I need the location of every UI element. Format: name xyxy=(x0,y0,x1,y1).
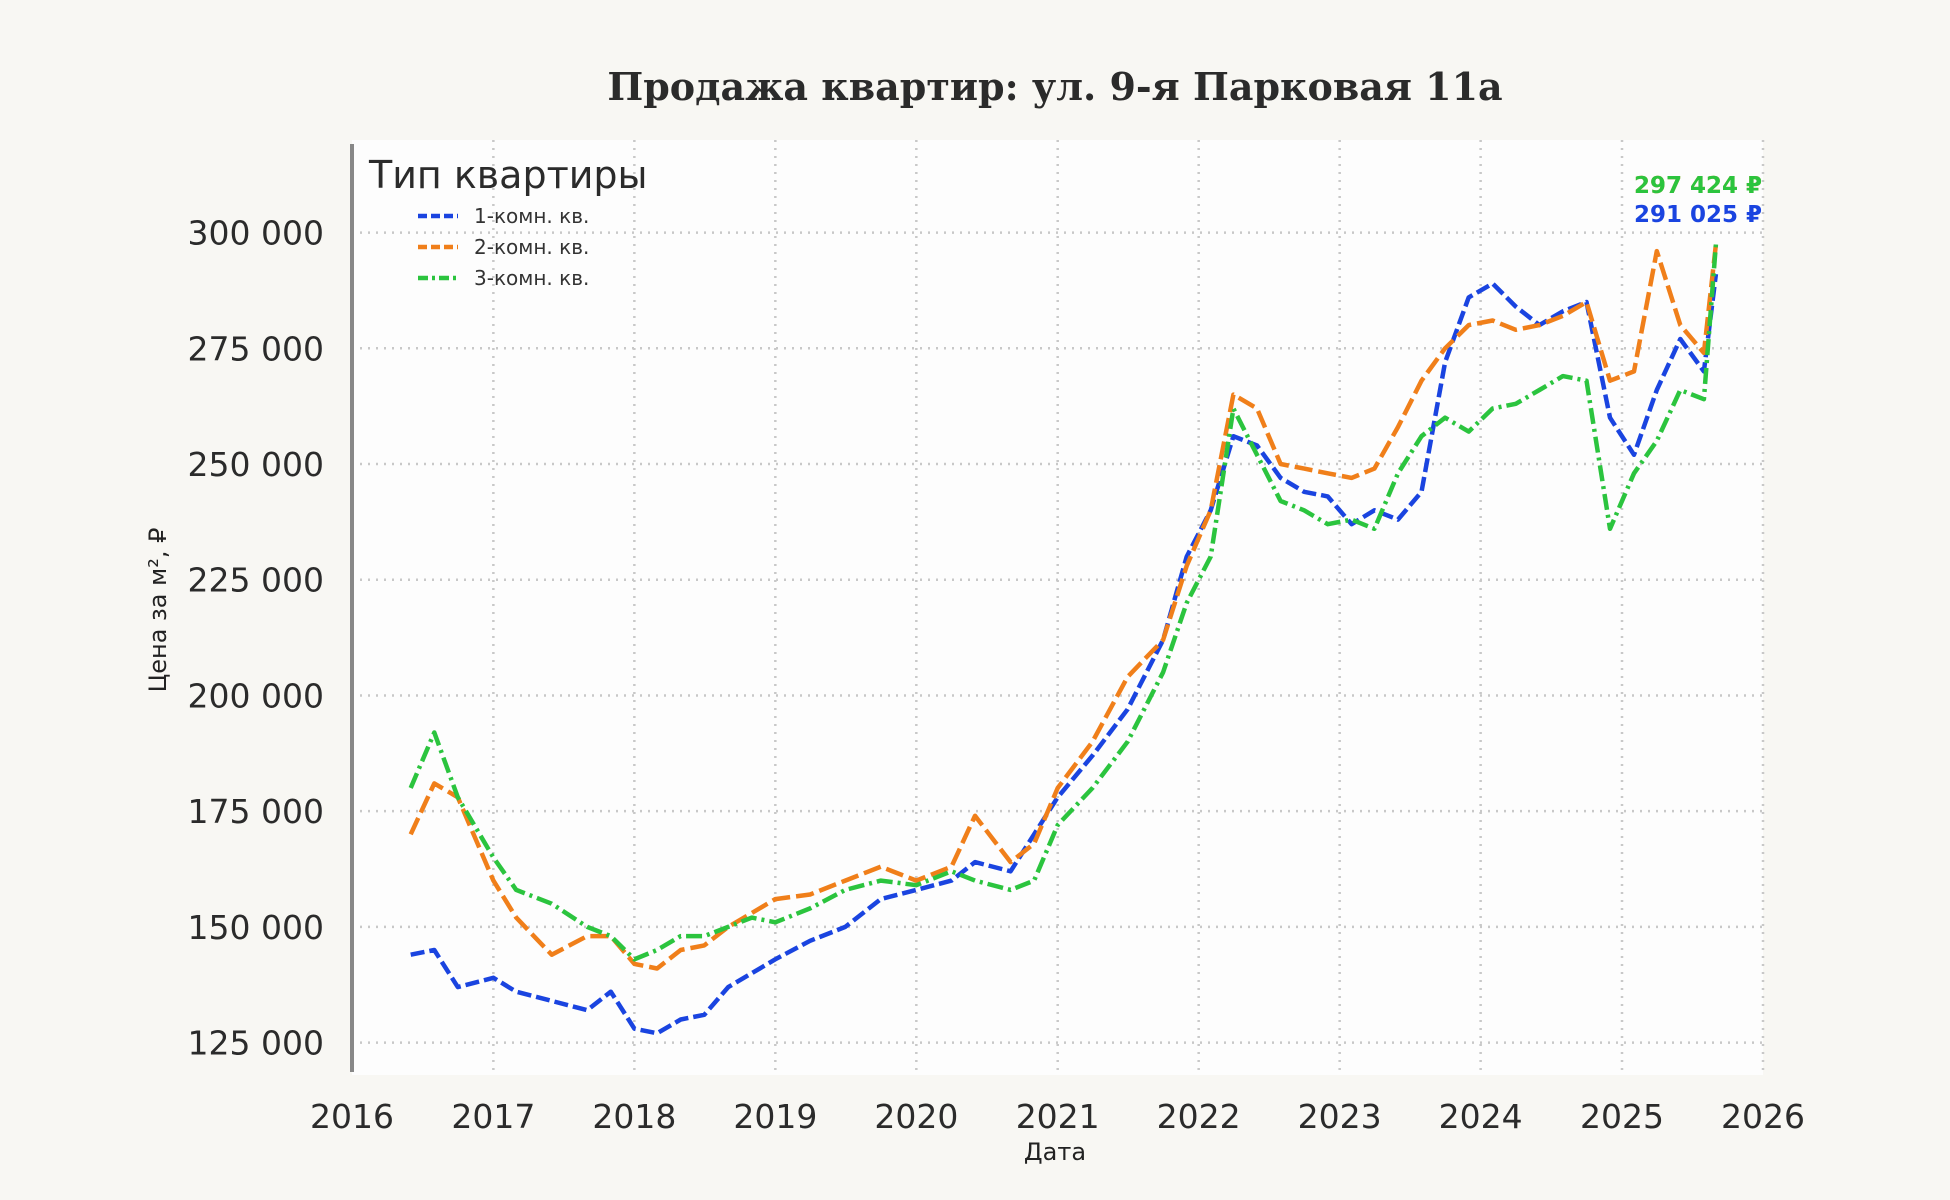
x-tick-label: 2023 xyxy=(1298,1097,1382,1136)
x-tick-label: 2021 xyxy=(1016,1097,1100,1136)
y-tick-label: 275 000 xyxy=(188,329,324,368)
legend: Тип квартиры 1-комн. кв. 2-комн. кв. 3-ком… xyxy=(368,153,648,290)
y-tick-label: 225 000 xyxy=(188,561,324,600)
series-line-2 xyxy=(408,244,1719,971)
y-tick-label: 250 000 xyxy=(188,445,324,484)
series-line-1 xyxy=(410,273,1719,1036)
y-tick-label: 150 000 xyxy=(188,908,324,947)
x-tick-label: 2019 xyxy=(733,1097,817,1136)
grid xyxy=(352,140,1765,1075)
legend-title: Тип квартиры xyxy=(368,153,648,197)
end-value-label: 291 025 ₽ xyxy=(1634,202,1762,228)
x-axis-label: Дата xyxy=(1024,1138,1086,1166)
legend-items: 1-комн. кв. 2-комн. кв. 3-комн. кв. xyxy=(418,204,589,290)
plot-area xyxy=(352,140,1763,1075)
y-tick-label: 125 000 xyxy=(188,1024,324,1063)
x-tick-label: 2024 xyxy=(1439,1097,1523,1136)
x-tick-label: 2025 xyxy=(1580,1097,1664,1136)
series-lines xyxy=(408,244,1719,1036)
x-axis-ticks: 2016 2017 2018 2019 2020 2021 2022 2023 2024 2025… xyxy=(310,1097,1805,1136)
x-tick-label: 2018 xyxy=(592,1097,676,1136)
y-axis-label: Цена за м², ₽ xyxy=(144,528,172,693)
y-tick-label: 200 000 xyxy=(188,676,324,715)
x-tick-label: 2017 xyxy=(451,1097,535,1136)
y-axis-ticks: 125 000 150 000 175 000 200 000 225 000 250 0… xyxy=(188,214,324,1063)
y-tick-label: 175 000 xyxy=(188,792,324,831)
x-tick-label: 2020 xyxy=(874,1097,958,1136)
legend-label: 1-комн. кв. xyxy=(474,204,589,228)
end-value-label: 297 424 ₽ xyxy=(1634,173,1762,199)
legend-label: 3-комн. кв. xyxy=(474,266,589,290)
end-value-label: 297 424 ₽ xyxy=(1634,173,1762,199)
series-line-3 xyxy=(408,244,1719,962)
chart-title: Продажа квартир: ул. 9-я Парковая 11а xyxy=(607,64,1502,109)
x-tick-label: 2026 xyxy=(1721,1097,1805,1136)
x-tick-label: 2022 xyxy=(1157,1097,1241,1136)
y-tick-label: 300 000 xyxy=(188,214,324,253)
x-tick-label: 2016 xyxy=(310,1097,394,1136)
end-value-labels: 291 025 ₽297 424 ₽297 424 ₽ xyxy=(1634,173,1762,228)
legend-label: 2-комн. кв. xyxy=(474,235,589,259)
